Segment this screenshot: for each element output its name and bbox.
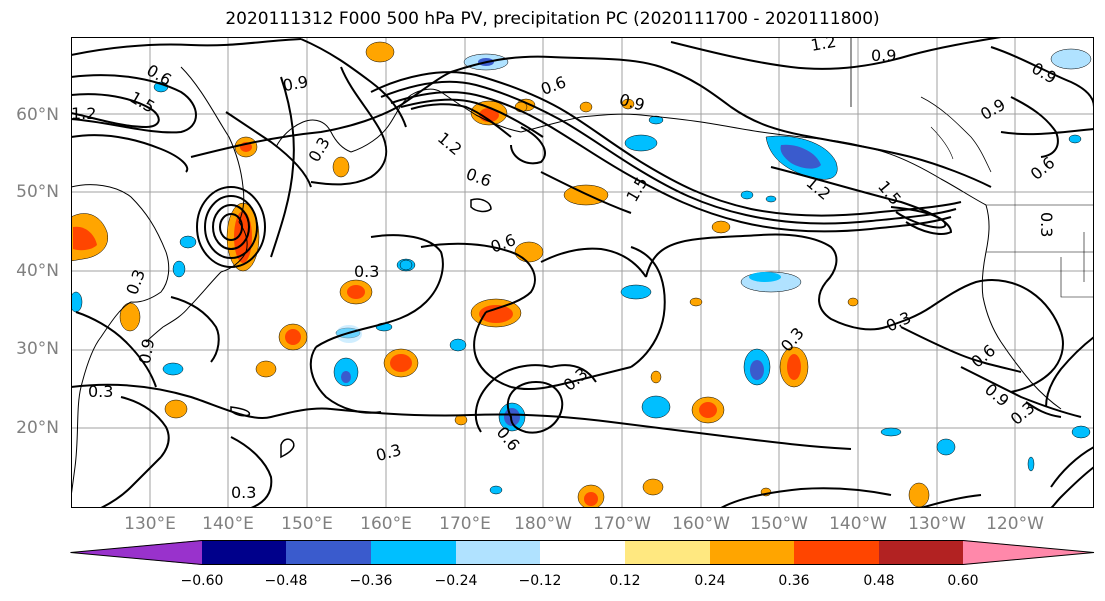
lon-label-150w: 150°W — [750, 514, 808, 534]
colorbar-swatch — [456, 540, 540, 565]
colorbar-tick-label: −0.48 — [264, 573, 308, 589]
colorbar-swatch — [202, 540, 286, 565]
lon-label-130w: 130°W — [908, 514, 966, 534]
colorbar-swatch — [794, 540, 879, 565]
plot-title: 2020111312 F000 500 hPa PV, precipitatio… — [225, 9, 880, 29]
contour-label: 0.3 — [354, 262, 379, 281]
colorbar-swatch — [371, 540, 456, 565]
pv-contours — [71, 37, 1094, 508]
lon-label-170w: 170°W — [593, 514, 651, 534]
colorbar-swatch — [540, 540, 625, 565]
lat-label-40n: 40°N — [16, 261, 59, 281]
colorbar-tick-label: −0.12 — [518, 573, 562, 589]
lat-label-30n: 30°N — [16, 339, 59, 359]
lat-label-20n: 20°N — [16, 418, 59, 438]
lon-label-160w: 160°W — [672, 514, 730, 534]
colorbar-tick-label: 0.36 — [778, 573, 810, 589]
contour-label: 0.9 — [281, 72, 309, 95]
precipitation-shading — [71, 41, 1092, 508]
colorbar — [70, 540, 1095, 565]
lat-label-50n: 50°N — [16, 182, 59, 202]
lon-label-140e: 140°E — [202, 514, 254, 534]
colorbar-tick-label: −0.24 — [434, 573, 478, 589]
lon-label-130e: 130°E — [124, 514, 176, 534]
contour-label: 0.9 — [135, 337, 158, 365]
contour-label: 1.2 — [809, 37, 837, 55]
colorbar-outline — [70, 540, 1095, 565]
lon-label-170e: 170°E — [439, 514, 491, 534]
lon-label-140w: 140°W — [829, 514, 887, 534]
colorbar-tick-label: −0.60 — [180, 573, 224, 589]
colorbar-swatches — [70, 540, 1095, 565]
contour-label: 1.2 — [71, 104, 96, 123]
colorbar-swatch — [625, 540, 710, 565]
colorbar-swatch — [710, 540, 794, 565]
colorbar-swatch — [879, 540, 963, 565]
colorbar-tick-label: 0.24 — [694, 573, 726, 589]
colorbar-tick-label: −0.36 — [349, 573, 393, 589]
contour-label: 0.3 — [1037, 212, 1056, 237]
colorbar-swatch — [963, 540, 1094, 565]
colorbar-tick-label: 0.48 — [863, 573, 895, 589]
contour-label: 0.3 — [231, 483, 256, 502]
contour-label: 0.9 — [871, 46, 896, 65]
colorbar-swatch — [286, 540, 371, 565]
lon-label-150e: 150°E — [281, 514, 333, 534]
colorbar-swatch — [70, 540, 202, 565]
lon-label-160e: 160°E — [360, 514, 412, 534]
map-panel: 0.6 1.5 1.2 0.9 0.3 0.6 0.9 1.2 1.5 0.6 … — [71, 37, 1094, 508]
lon-label-120w: 120°W — [986, 514, 1044, 534]
colorbar-tick-label: 0.12 — [609, 573, 641, 589]
contour-label: 0.3 — [88, 382, 113, 401]
lat-label-60n: 60°N — [16, 105, 59, 125]
lon-label-180w: 180°W — [514, 514, 572, 534]
colorbar-tick-label: 0.60 — [947, 573, 979, 589]
